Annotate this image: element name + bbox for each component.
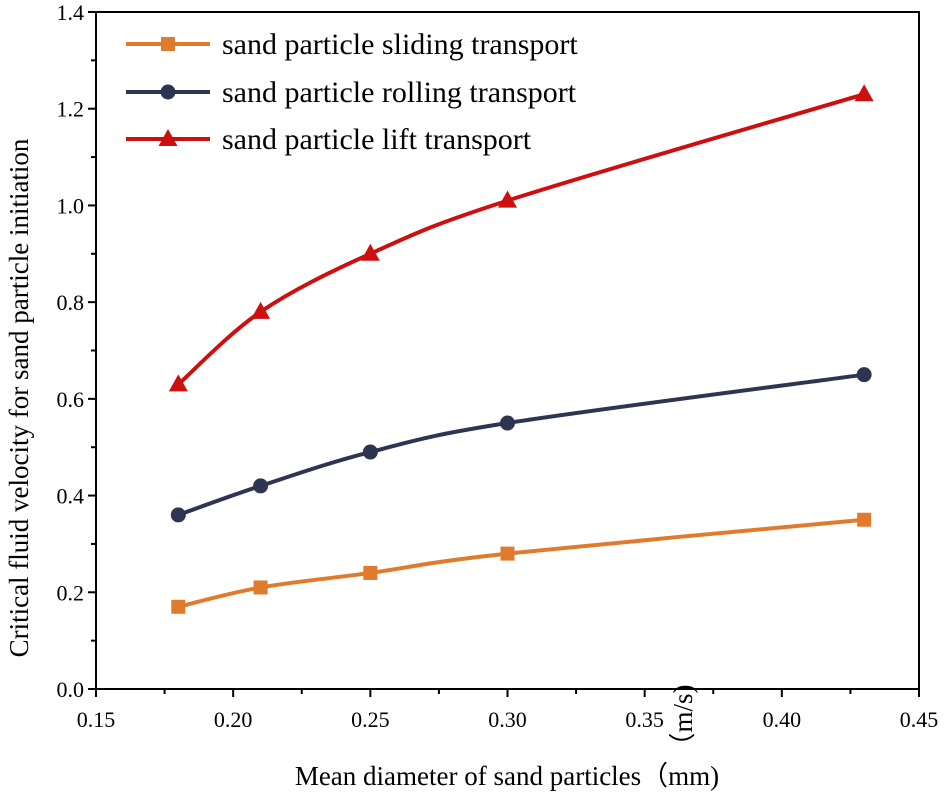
data-point-circle: [170, 507, 186, 523]
data-point-square: [253, 580, 268, 595]
x-tick-label: 0.30: [488, 707, 527, 732]
y-tick-label: 0.2: [57, 580, 85, 605]
x-tick-label: 0.20: [214, 707, 253, 732]
y-tick-label: 0.4: [57, 484, 85, 509]
legend: sand particle sliding transport sand part…: [126, 28, 578, 156]
series-group: [168, 84, 874, 614]
x-tick-label: 0.25: [351, 707, 390, 732]
legend-label: sand particle sliding transport: [222, 28, 578, 61]
data-point-triangle: [168, 374, 188, 392]
y-tick-label: 1.4: [57, 0, 85, 25]
x-tick-label: 0.40: [763, 707, 802, 732]
data-point-square: [363, 565, 378, 580]
data-point-triangle: [498, 190, 517, 208]
series-line-circle: [176, 372, 867, 517]
series-line-triangle: [176, 92, 867, 387]
y-tick-label: 1.0: [57, 193, 85, 218]
y-tick-label: 1.2: [57, 97, 85, 122]
data-point-circle: [253, 478, 269, 494]
x-axis-title: Mean diameter of sand particles（mm): [295, 761, 719, 791]
legend-marker-square: [161, 37, 175, 51]
y-axis-title: Critical fluid velocity for sand particl…: [4, 138, 34, 657]
y-tick-label: 0.6: [57, 387, 85, 412]
data-point-circle: [500, 415, 515, 431]
data-point-circle: [856, 367, 872, 383]
x-tick-label: 0.45: [900, 707, 939, 732]
data-point-square: [857, 512, 872, 527]
x-axis-ticks: 0.15 0.20 0.25 0.30 0.35 0.40 0.45: [77, 689, 939, 732]
data-point-square: [500, 546, 515, 561]
data-point-circle: [362, 444, 378, 460]
data-point-triangle: [854, 84, 874, 102]
series-line-square: [176, 517, 867, 609]
legend-marker-triangle: [158, 129, 178, 146]
x-tick-label: 0.35: [625, 707, 664, 732]
x-tick-label: 0.15: [77, 707, 116, 732]
legend-label: sand particle rolling transport: [222, 76, 577, 109]
legend-label: sand particle lift transport: [222, 123, 532, 156]
y-axis-unit: （m/s): [668, 684, 698, 759]
data-point-triangle: [360, 243, 380, 261]
y-tick-label: 0.8: [57, 290, 85, 315]
data-point-triangle: [251, 301, 271, 319]
y-axis-ticks: 0.0 0.2 0.4 0.6 0.8 1.0 1.2 1.4: [57, 0, 96, 702]
y-tick-label: 0.0: [57, 677, 85, 702]
legend-marker-circle: [160, 84, 176, 100]
data-point-square: [171, 599, 186, 614]
